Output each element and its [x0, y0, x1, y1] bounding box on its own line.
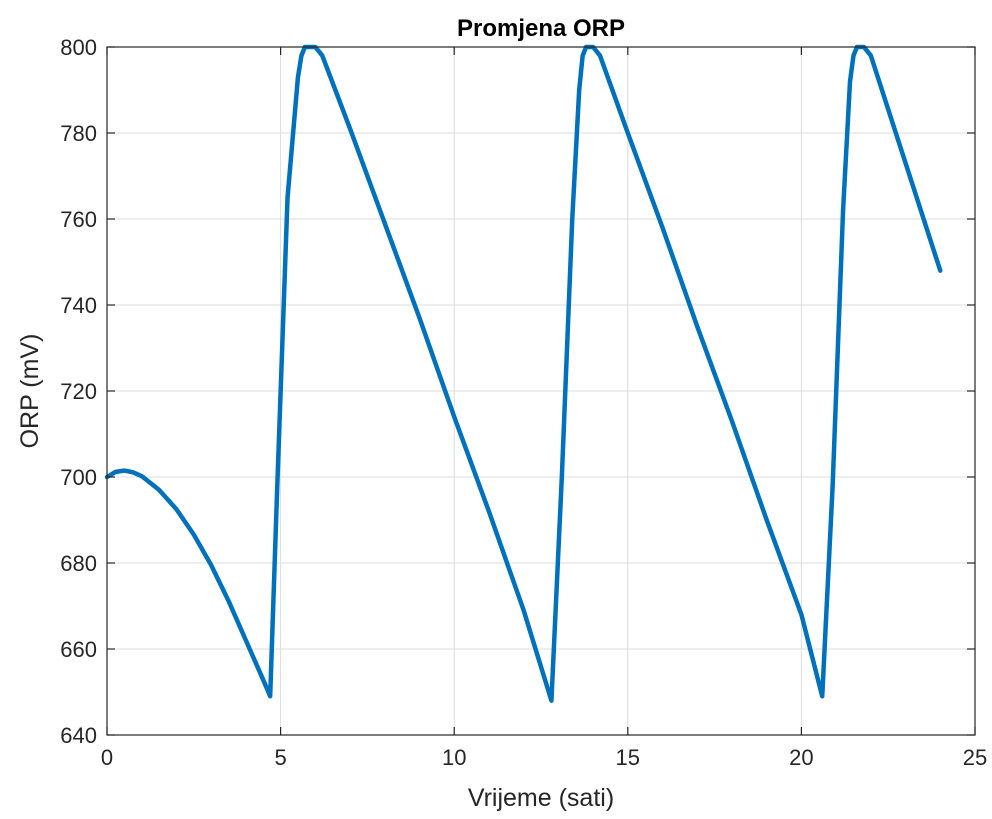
y-axis-title: ORP (mV) [16, 334, 44, 449]
x-axis-title: Vrijeme (sati) [468, 784, 614, 812]
x-tick-label: 25 [963, 745, 987, 770]
labels: Promjena ORP Vrijeme (sati) ORP (mV) [16, 15, 625, 812]
y-tick-label: 760 [60, 207, 97, 232]
x-tick-label: 15 [616, 745, 640, 770]
x-tick-label: 10 [442, 745, 466, 770]
y-tick-label: 640 [60, 723, 97, 748]
y-tick-label: 700 [60, 465, 97, 490]
y-tick-label: 800 [60, 35, 97, 60]
x-tick-label: 0 [101, 745, 113, 770]
series-line [104, 44, 943, 703]
axes: 0 5 10 15 20 25 640 660 680 700 720 740 760 780 800 [60, 35, 987, 770]
y-tick-label: 720 [60, 379, 97, 404]
chart-title: Promjena ORP [457, 15, 625, 42]
y-tick-label: 680 [60, 551, 97, 576]
y-tick-label: 780 [60, 121, 97, 146]
series-layer [104, 44, 943, 703]
x-tick-label: 5 [274, 745, 286, 770]
y-tick-label: 740 [60, 293, 97, 318]
x-tick-label: 20 [789, 745, 813, 770]
y-tick-label: 660 [60, 637, 97, 662]
